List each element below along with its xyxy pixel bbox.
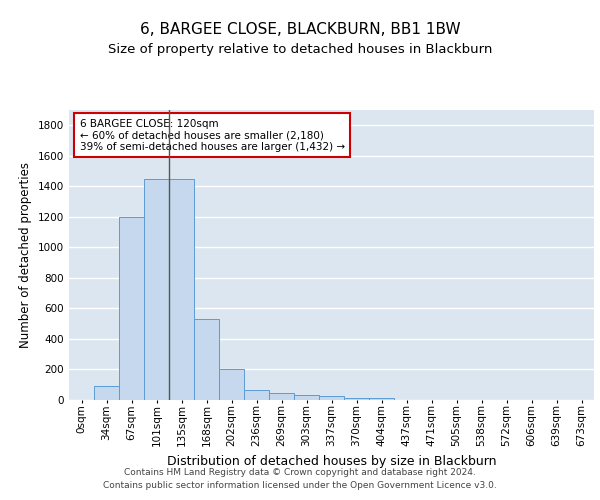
Y-axis label: Number of detached properties: Number of detached properties [19,162,32,348]
Bar [194,319,219,400]
Bar [119,217,144,400]
Text: Size of property relative to detached houses in Blackburn: Size of property relative to detached ho… [108,42,492,56]
Text: Contains HM Land Registry data © Crown copyright and database right 2024.: Contains HM Land Registry data © Crown c… [124,468,476,477]
Bar [219,368,244,400]
Bar [94,386,119,400]
Text: Contains public sector information licensed under the Open Government Licence v3: Contains public sector information licen… [103,482,497,490]
Bar [294,394,319,400]
Bar [319,396,344,400]
Bar [169,178,194,400]
Text: 6 BARGEE CLOSE: 120sqm
← 60% of detached houses are smaller (2,180)
39% of semi-: 6 BARGEE CLOSE: 120sqm ← 60% of detached… [79,118,344,152]
Bar [144,178,169,400]
Text: 6, BARGEE CLOSE, BLACKBURN, BB1 1BW: 6, BARGEE CLOSE, BLACKBURN, BB1 1BW [140,22,460,38]
X-axis label: Distribution of detached houses by size in Blackburn: Distribution of detached houses by size … [167,454,496,468]
Bar [344,398,369,400]
Bar [244,390,269,400]
Bar [269,392,294,400]
Bar [369,398,394,400]
